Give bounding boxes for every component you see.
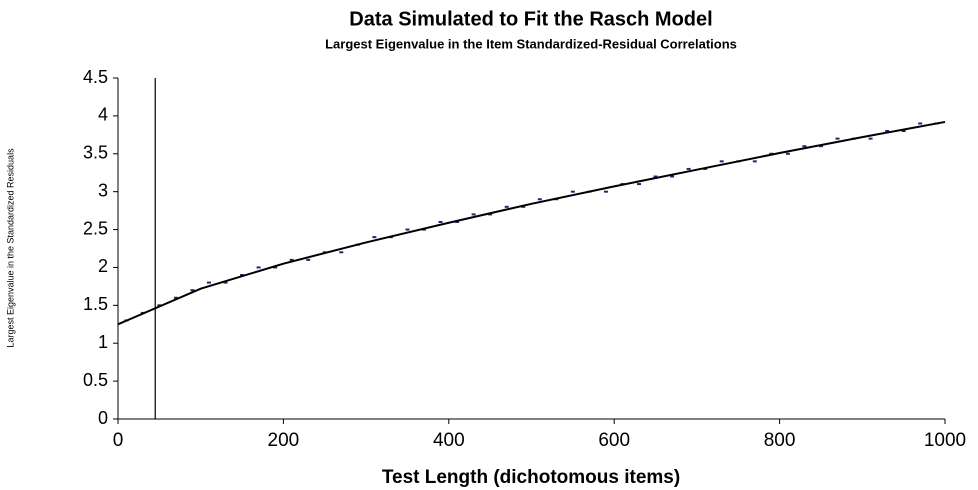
- point: [835, 137, 840, 140]
- point: [885, 130, 890, 133]
- point: [206, 281, 211, 284]
- x-axis-title: Test Length (dichotomous items): [382, 467, 680, 488]
- y-tick-label: 2: [98, 256, 108, 276]
- y-tick-label: 3: [98, 180, 108, 200]
- chart-title: Data Simulated to Fit the Rasch Model: [349, 8, 712, 30]
- y-tick-label: 2.5: [83, 218, 108, 238]
- trend-line: [117, 120, 946, 326]
- point: [537, 198, 542, 201]
- y-tick-label: 0.5: [83, 370, 108, 390]
- point: [488, 213, 493, 216]
- point: [157, 304, 162, 307]
- point: [339, 251, 344, 254]
- point: [438, 220, 443, 223]
- point: [570, 190, 575, 193]
- point: [603, 190, 608, 193]
- point: [256, 266, 261, 269]
- chart-subtitle: Largest Eigenvalue in the Item Standardi…: [325, 36, 737, 51]
- point: [818, 145, 823, 148]
- point: [240, 274, 245, 277]
- point: [273, 266, 278, 269]
- point: [670, 175, 675, 178]
- y-tick-label: 3.5: [83, 143, 108, 163]
- point: [719, 160, 724, 163]
- point: [752, 160, 757, 163]
- y-tick-label: 4.5: [83, 67, 108, 87]
- point: [901, 130, 906, 133]
- point: [455, 220, 460, 223]
- y-axis-title: Largest Eigenvalue in the Standardized R…: [5, 148, 15, 348]
- point: [405, 228, 410, 231]
- y-tick-label: 1: [98, 332, 108, 352]
- point: [173, 296, 178, 299]
- x-tick-label: 400: [433, 430, 465, 451]
- point: [785, 152, 790, 155]
- point: [372, 236, 377, 239]
- y-tick-label: 4: [98, 105, 108, 125]
- point: [637, 183, 642, 186]
- point: [521, 205, 526, 208]
- x-tick-label: 200: [268, 430, 300, 451]
- point: [686, 167, 691, 170]
- x-tick-label: 1000: [924, 430, 966, 451]
- point: [504, 205, 509, 208]
- point: [306, 258, 311, 261]
- x-tick-label: 0: [113, 430, 124, 451]
- point: [868, 137, 873, 140]
- x-tick-label: 600: [598, 430, 630, 451]
- y-tick-label: 1.5: [83, 294, 108, 314]
- x-tick-label: 800: [764, 430, 796, 451]
- point: [223, 281, 228, 284]
- y-tick-label: 0: [98, 408, 108, 428]
- point: [918, 122, 923, 125]
- point: [190, 289, 195, 292]
- point: [802, 145, 807, 148]
- point: [653, 175, 658, 178]
- point: [471, 213, 476, 216]
- point: [289, 258, 294, 261]
